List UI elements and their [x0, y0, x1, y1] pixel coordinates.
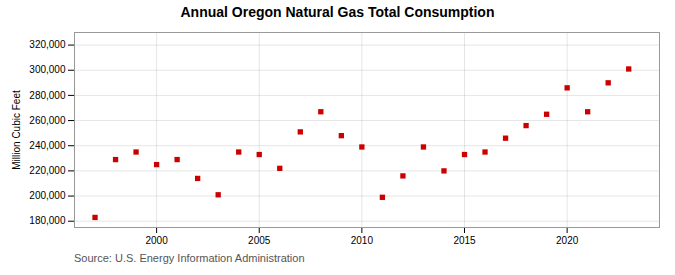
svg-text:180,000: 180,000: [29, 215, 66, 226]
svg-text:Million Cubic Feet: Million Cubic Feet: [11, 90, 22, 170]
svg-text:240,000: 240,000: [29, 140, 66, 151]
svg-text:280,000: 280,000: [29, 90, 66, 101]
svg-text:300,000: 300,000: [29, 64, 66, 75]
html-text:Source: U.S. Energy Informatio: Source: U.S. Energy Information Administ…: [74, 252, 305, 264]
svg-text:260,000: 260,000: [29, 115, 66, 126]
svg-text:2020: 2020: [556, 235, 579, 246]
svg-text:320,000: 320,000: [29, 39, 66, 50]
svg-text:220,000: 220,000: [29, 165, 66, 176]
svg-text:2010: 2010: [351, 235, 374, 246]
html-text:Annual Oregon Natural Gas Tota: Annual Oregon Natural Gas Total Consumpt…: [180, 4, 495, 20]
svg-text:2015: 2015: [453, 235, 476, 246]
svg-text:200,000: 200,000: [29, 190, 66, 201]
svg-text:2005: 2005: [248, 235, 271, 246]
svg-text:2000: 2000: [145, 235, 168, 246]
